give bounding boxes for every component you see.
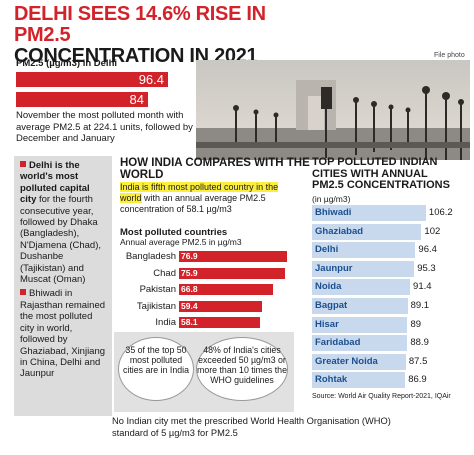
- compare-description: India is fifth most polluted country in …: [120, 182, 295, 215]
- smog-photo-illustration: [196, 60, 470, 160]
- headline-line1: DELHI SEES 14.6% RISE IN PM2.5: [14, 3, 266, 46]
- city-bar: [312, 298, 408, 314]
- country-bar: [179, 300, 263, 312]
- city-value: 89.1: [410, 300, 430, 311]
- country-name: Pakistan: [139, 284, 176, 295]
- delhi-pm-bar-2020: 84: [16, 92, 148, 107]
- city-name: Jaunpur: [315, 262, 353, 274]
- fact-bullet-capital: Delhi is the world's most polluted capit…: [20, 160, 106, 285]
- bullet-square-icon: [20, 289, 26, 296]
- city-name: Hisar: [315, 318, 339, 330]
- fact-rest: Bhiwadi in Rajasthan remained the most p…: [20, 288, 106, 380]
- city-value: 96.4: [418, 244, 437, 256]
- country-name: Bangladesh: [125, 251, 176, 262]
- city-value: 95.3: [417, 262, 436, 274]
- country-row: Bangladesh 76.9: [120, 251, 310, 263]
- bullet-square-icon: [20, 161, 26, 167]
- compare-heading: HOW INDIA COMPARES WITH THE WORLD: [120, 157, 310, 181]
- fact-bold: Delhi is the world's most polluted capit…: [20, 160, 90, 206]
- city-value: 102: [424, 225, 441, 237]
- fact-rest: for the fourth consecutive year, followe…: [20, 194, 102, 286]
- city-name: Delhi: [315, 244, 339, 256]
- countries-title: Most polluted countries: [120, 227, 228, 238]
- city-bar: [312, 242, 416, 259]
- city-bar: [312, 279, 411, 296]
- city-value: 86.9: [408, 374, 427, 386]
- country-bar: [179, 251, 287, 262]
- city-bar: [312, 223, 422, 240]
- city-name: Greater Noida: [315, 355, 378, 367]
- footer-note: No Indian city met the prescribed World …: [112, 416, 391, 438]
- city-row: Bagpat 89.1: [312, 298, 464, 314]
- compare-rest: with an annual average PM2.5 concentrati…: [120, 193, 266, 214]
- city-name: Rohtak: [315, 374, 348, 386]
- city-row: Hisar 89: [312, 316, 464, 333]
- city-row: Noida 91.4: [312, 279, 464, 296]
- facts-column: Delhi is the world's most polluted capit…: [14, 156, 112, 416]
- country-bar: [179, 267, 286, 279]
- fact-bullet-bhiwadi: Bhiwadi in Rajasthan remained the most p…: [20, 288, 106, 379]
- cities-source: Source: World Air Quality Report-2021, I…: [312, 393, 451, 400]
- city-bar: [312, 205, 426, 221]
- city-name: Noida: [315, 281, 342, 293]
- city-row: Rohtak 86.9: [312, 372, 464, 389]
- country-value: 66.8: [181, 284, 198, 294]
- country-name: Chad: [153, 267, 176, 279]
- country-name: India: [155, 317, 176, 328]
- city-bar: [312, 335, 408, 352]
- city-value: 87.5: [408, 355, 428, 367]
- city-value: 88.9: [410, 337, 429, 349]
- city-value: 89: [410, 318, 422, 330]
- city-name: Bhiwadi: [315, 207, 352, 218]
- country-value: 58.1: [181, 317, 198, 327]
- country-value: 76.9: [181, 251, 198, 261]
- city-value: 91.4: [413, 281, 432, 293]
- city-row: Jaunpur 95.3: [312, 260, 464, 277]
- country-row: Tajikistan 59.4: [120, 300, 310, 313]
- delhi-pm-label: PM2.5 (µg/m3) in Delhi: [16, 58, 118, 69]
- city-row: Delhi 96.4: [312, 242, 464, 259]
- city-name: Ghaziabad: [315, 225, 364, 237]
- india-gate-smog-photo: [196, 60, 470, 160]
- november-note: November the most polluted month with av…: [16, 110, 193, 144]
- photo-credit: File photo: [434, 52, 465, 59]
- countries-subtitle: Annual average PM2.5 in µg/m3: [120, 237, 242, 247]
- country-name: Tajikistan: [136, 300, 176, 312]
- city-name: Bagpat: [315, 300, 348, 311]
- country-row: India 58.1: [120, 317, 310, 329]
- cities-subtitle: (in µg/m3): [312, 194, 351, 204]
- city-row: Ghaziabad 102: [312, 223, 464, 240]
- delhi-pm-bar-2021: 96.4: [16, 72, 168, 87]
- bubble-top-cities: 35 of the top 50 most polluted cities ar…: [118, 337, 194, 401]
- city-name: Faridabad: [315, 337, 361, 349]
- country-row: Pakistan 66.8: [120, 284, 310, 296]
- city-row: Bhiwadi 106.2: [312, 205, 464, 221]
- city-bar: [312, 316, 408, 333]
- country-row: Chad 75.9: [120, 267, 310, 280]
- city-bar: [312, 260, 415, 277]
- cities-heading: TOP POLLUTED INDIAN CITIES WITH ANNUAL P…: [312, 156, 450, 191]
- country-value: 59.4: [181, 300, 198, 311]
- city-row: Greater Noida 87.5: [312, 353, 464, 370]
- country-bar: [179, 284, 273, 295]
- city-row: Faridabad 88.9: [312, 335, 464, 352]
- city-bar: [312, 372, 406, 389]
- bubble-exceeded: 48% of India's cities exceeded 50 µg/m3 …: [196, 337, 288, 401]
- city-bar: [312, 353, 406, 370]
- city-value: 106.2: [428, 207, 453, 218]
- headline: DELHI SEES 14.6% RISE IN PM2.5 CONCENTRA…: [14, 4, 314, 67]
- country-value: 75.9: [181, 267, 198, 278]
- country-bar: [179, 317, 261, 328]
